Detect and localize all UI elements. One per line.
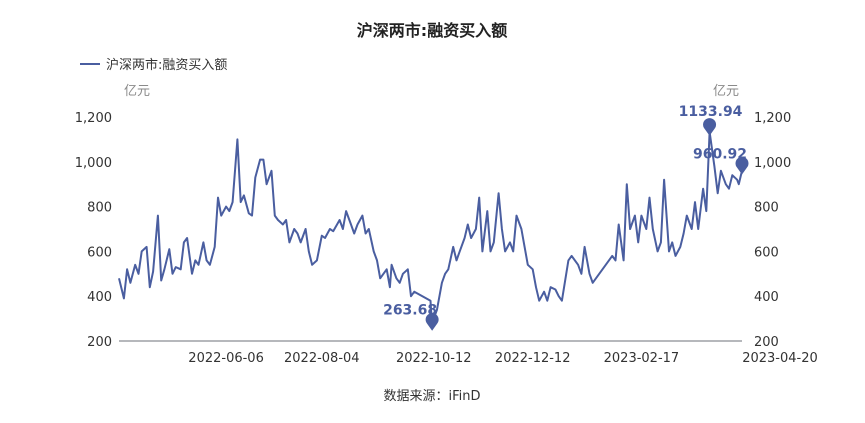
x-tick-label: 2022-08-04 xyxy=(284,351,360,366)
callout-label-max: 1133.94 xyxy=(679,104,743,120)
callout-pin-last xyxy=(735,156,749,175)
y-tick-left: 800 xyxy=(87,201,112,216)
x-tick-label: 2022-10-12 xyxy=(396,351,472,366)
x-tick-label: 2023-02-17 xyxy=(604,351,680,366)
legend-label: 沪深两市:融资买入额 xyxy=(106,57,227,73)
legend[interactable]: 沪深两市:融资买入额 xyxy=(80,57,227,73)
y-tick-left: 1,200 xyxy=(75,111,112,126)
y-tick-left: 1,000 xyxy=(75,156,112,171)
callout-markers: 1133.94 960.92 263.68 xyxy=(383,104,749,331)
y-tick-right: 1,000 xyxy=(754,156,791,171)
callout-pin-min xyxy=(425,313,439,331)
callout-pin-max xyxy=(703,118,717,136)
right-axis-ticks: 200 400 600 800 1,000 1,200 xyxy=(754,111,791,350)
x-tick-label: 2022-06-06 xyxy=(188,351,264,366)
chart-title: 沪深两市:融资买入额 xyxy=(357,21,507,40)
y-tick-right: 1,200 xyxy=(754,111,791,126)
x-tick-label: 2023-04-20 xyxy=(742,351,818,366)
y-tick-right: 200 xyxy=(754,335,779,350)
left-axis-unit: 亿元 xyxy=(124,84,150,99)
data-source: 数据来源：iFinD xyxy=(383,389,480,404)
left-axis-ticks: 200 400 600 800 1,000 1,200 xyxy=(75,111,112,350)
y-tick-left: 400 xyxy=(87,290,112,305)
callout-label-min: 263.68 xyxy=(383,303,437,319)
series-line[interactable] xyxy=(118,130,743,328)
right-axis-unit: 亿元 xyxy=(713,84,739,99)
callout-label-last: 960.92 xyxy=(693,147,747,163)
x-tick-label: 2022-12-12 xyxy=(495,351,571,366)
y-tick-right: 400 xyxy=(754,290,779,305)
y-tick-left: 200 xyxy=(87,335,112,350)
y-tick-right: 600 xyxy=(754,245,779,260)
y-tick-right: 800 xyxy=(754,201,779,216)
y-tick-left: 600 xyxy=(87,245,112,260)
x-axis-ticks: 2022-06-06 2022-08-04 2022-10-12 2022-12-12… xyxy=(188,351,817,366)
